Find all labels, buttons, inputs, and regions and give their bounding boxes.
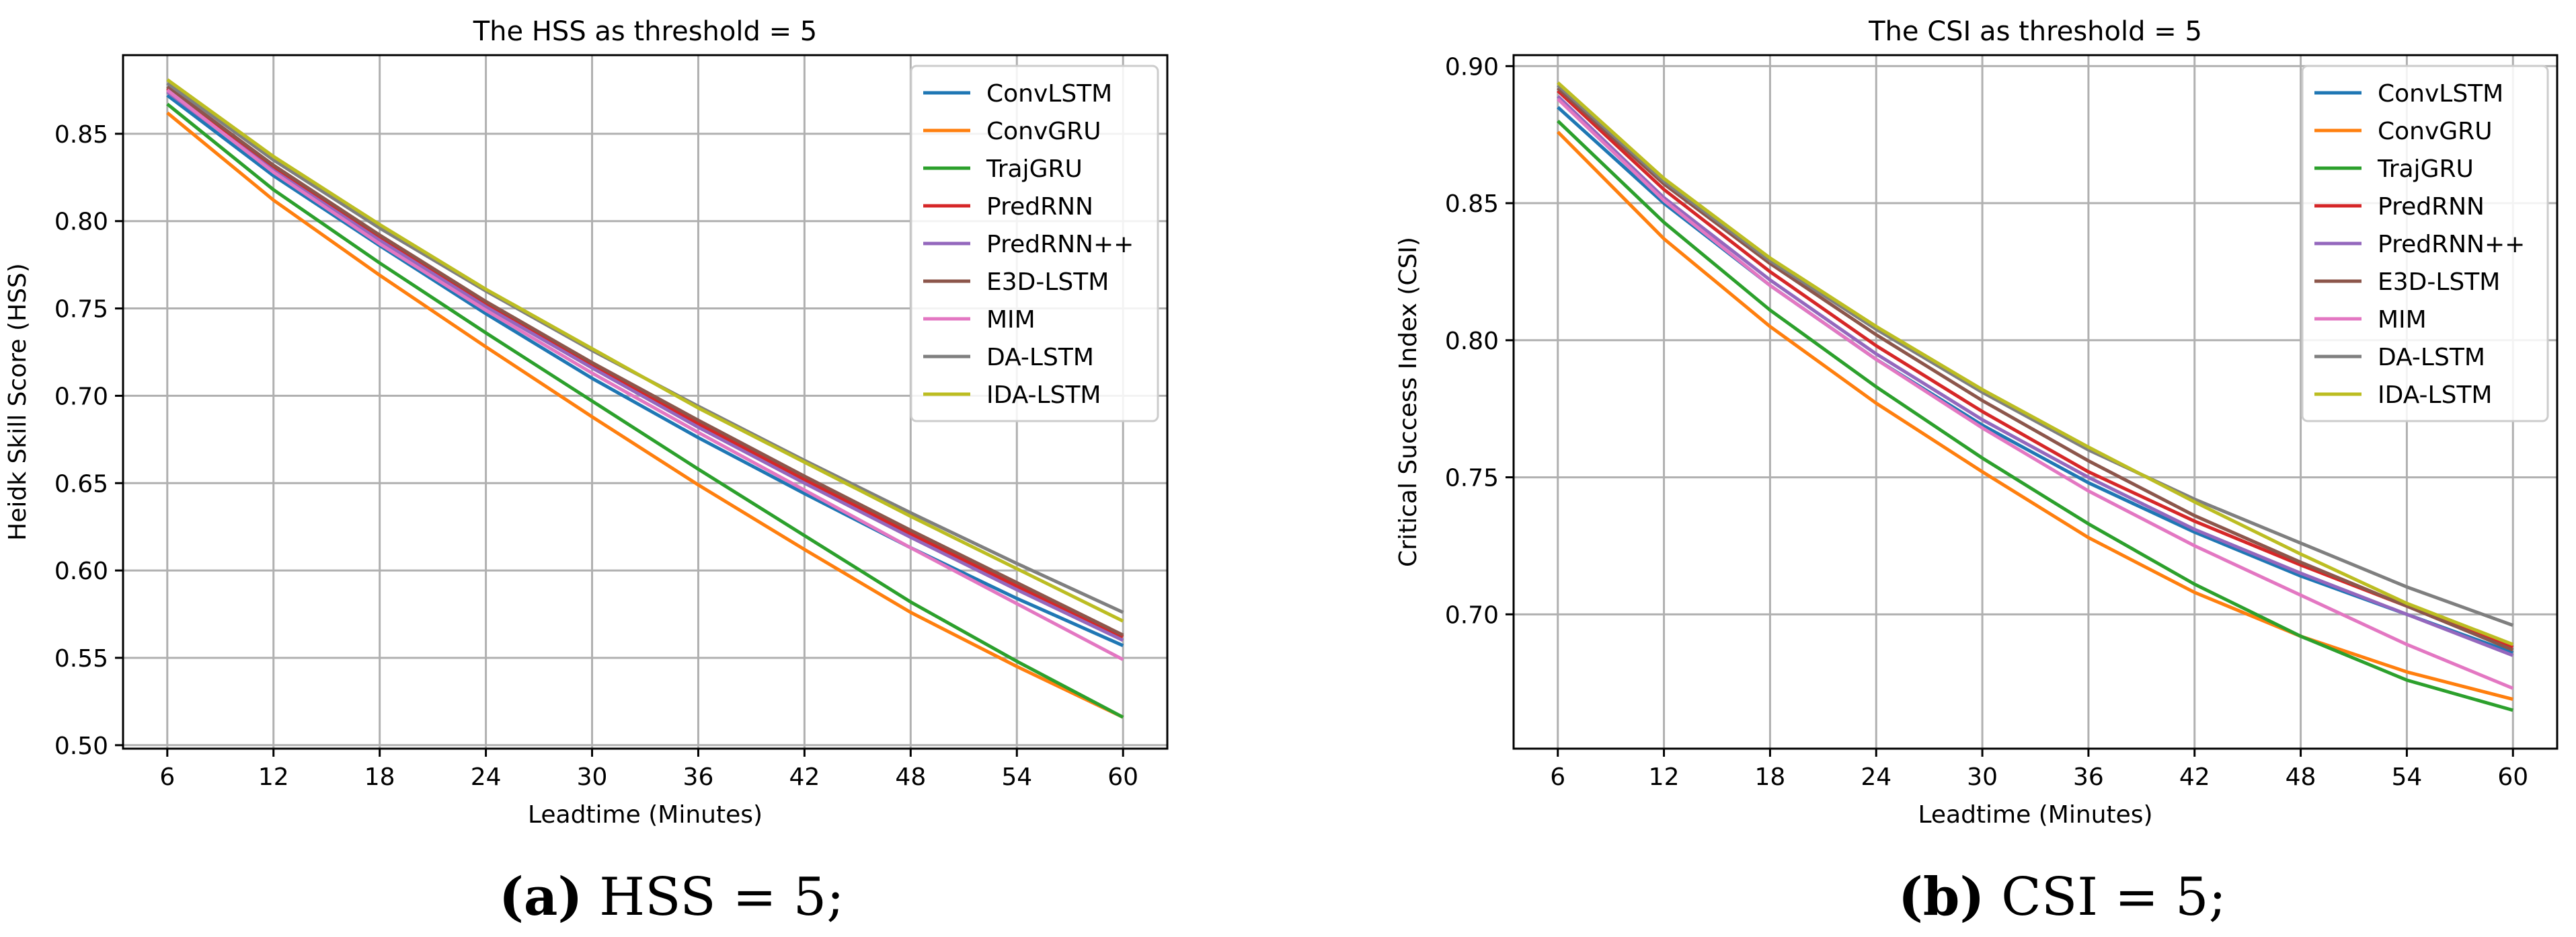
chart-title: The HSS as threshold = 5 [473, 16, 818, 47]
series-line-e3d-lstm [1557, 87, 2514, 652]
legend-label: DA-LSTM [986, 344, 1094, 371]
caption-a: (a) HSS = 5; [499, 866, 845, 928]
x-tick-label: 12 [1649, 763, 1680, 791]
series-line-convgru [166, 111, 1124, 719]
series-line-da-lstm [1557, 83, 2514, 627]
y-tick-label: 0.75 [54, 296, 108, 324]
legend-label: ConvLSTM [986, 80, 1112, 108]
legend-label: DA-LSTM [2378, 344, 2485, 371]
y-tick-label: 0.80 [1445, 328, 1499, 355]
y-tick-label: 0.75 [1445, 465, 1499, 492]
series-line-trajgru [166, 102, 1124, 719]
x-tick-label: 18 [1755, 763, 1786, 791]
y-axis-label: Critical Success Index (CSI) [1395, 237, 1422, 567]
series-line-ida-lstm [166, 78, 1124, 623]
legend-label: ConvGRU [2378, 118, 2493, 145]
series-line-trajgru [1557, 119, 2513, 712]
legend-label: ConvGRU [986, 118, 1101, 145]
series-line-e3d-lstm [166, 85, 1124, 637]
y-tick-label: 0.90 [1445, 53, 1499, 81]
legend-label: PredRNN [2378, 193, 2485, 221]
x-tick-label: 36 [2073, 763, 2104, 791]
chart-csi: 6 12 18 24 30 36 42 48 54 60 0.70 0.75 0.80 0.85 0.90 T… [1395, 16, 2559, 829]
legend-label: PredRNN [986, 193, 1093, 221]
y-tick-label: 0.85 [1445, 190, 1499, 218]
y-tick-label: 0.65 [54, 470, 108, 498]
caption-b-label: (b) [1898, 866, 1985, 928]
chart-title: The CSI as threshold = 5 [1868, 16, 2202, 47]
caption-a-text: HSS = 5; [599, 867, 845, 928]
series-line-convgru [1557, 130, 2513, 702]
legend-box [910, 65, 1159, 422]
y-tick-label: 0.70 [1445, 601, 1499, 629]
series-line-predrnn++ [1557, 95, 2514, 657]
series-line-mim [1557, 98, 2514, 690]
legend: ConvLSTM ConvGRU TrajGRU PredRNN PredRNN++ E3… [2301, 65, 2549, 422]
y-tick-label: 0.85 [54, 121, 108, 149]
legend-label: TrajGRU [2377, 155, 2474, 183]
x-axis-label: Leadtime (Minutes) [1918, 801, 2152, 829]
legend-label: ConvLSTM [2378, 80, 2503, 108]
legend-label: PredRNN++ [986, 231, 1134, 258]
series-line-predrnn++ [166, 90, 1124, 642]
y-tick-label: 0.80 [54, 209, 108, 236]
series-line-ida-lstm [1557, 81, 2514, 646]
x-tick-label: 54 [1001, 763, 1032, 791]
legend-label: MIM [986, 306, 1036, 334]
x-tick-label: 24 [471, 763, 502, 791]
x-tick-label: 12 [258, 763, 289, 791]
legend-label: TrajGRU [986, 155, 1083, 183]
x-tick-label: 6 [1550, 763, 1565, 791]
series-line-convlstm [166, 93, 1124, 648]
x-tick-label: 18 [364, 763, 395, 791]
y-tick-label: 0.60 [54, 558, 108, 585]
y-axis-label: Heidk Skill Score (HSS) [4, 263, 32, 541]
x-tick-label: 54 [2392, 763, 2423, 791]
legend-label: IDA-LSTM [986, 381, 1101, 409]
legend-box [2301, 65, 2549, 422]
caption-b: (b) CSI = 5; [1898, 866, 2226, 928]
x-tick-label: 48 [895, 763, 926, 791]
axes-frame [1512, 54, 2559, 750]
x-tick-label: 6 [159, 763, 175, 791]
caption-b-text: CSI = 5; [2001, 867, 2226, 928]
legend-label: E3D-LSTM [986, 268, 1109, 296]
y-tick-label: 0.55 [54, 645, 108, 673]
legend-label: E3D-LSTM [2378, 268, 2500, 296]
x-tick-label: 48 [2286, 763, 2316, 791]
x-tick-label: 42 [789, 763, 820, 791]
caption-a-label: (a) [499, 866, 583, 928]
chart-hss: 6 12 18 24 30 36 42 48 54 60 0.50 0.55 0.60 0.65 0.70 0… [4, 16, 1169, 829]
x-tick-label: 60 [2497, 763, 2528, 791]
legend: ConvLSTM ConvGRU TrajGRU PredRNN PredRNN++ E3… [910, 65, 1159, 422]
x-tick-label: 30 [577, 763, 608, 791]
x-tick-label: 36 [683, 763, 714, 791]
x-tick-label: 24 [1861, 763, 1891, 791]
legend-label: MIM [2378, 306, 2427, 334]
series-line-mim [166, 88, 1124, 661]
x-tick-label: 42 [2179, 763, 2210, 791]
legend-label: PredRNN++ [2378, 231, 2525, 258]
x-tick-label: 30 [1967, 763, 1998, 791]
legend-label: IDA-LSTM [2378, 381, 2493, 409]
x-tick-label: 60 [1107, 763, 1138, 791]
y-tick-label: 0.70 [54, 383, 108, 410]
x-axis-label: Leadtime (Minutes) [528, 801, 763, 829]
y-tick-label: 0.50 [54, 733, 108, 760]
axes-frame [122, 54, 1169, 750]
